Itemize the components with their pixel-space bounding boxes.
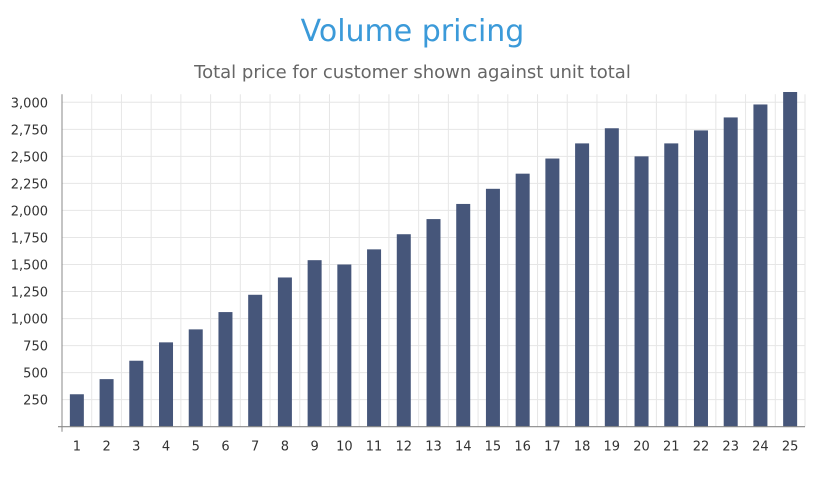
x-tick-label: 23 bbox=[722, 440, 739, 455]
y-tick-label: 3,000 bbox=[11, 96, 48, 111]
bar bbox=[188, 329, 203, 427]
bar bbox=[277, 277, 292, 427]
y-tick-label: 1,500 bbox=[11, 259, 48, 274]
chart-title: Volume pricing bbox=[300, 14, 525, 49]
y-tick-label: 1,000 bbox=[11, 313, 48, 328]
y-tick-label: 1,750 bbox=[11, 231, 48, 246]
x-tick-label: 1 bbox=[73, 440, 81, 455]
bar bbox=[248, 294, 263, 427]
y-tick-label: 500 bbox=[23, 367, 48, 382]
x-tick-label: 13 bbox=[425, 440, 442, 455]
bar bbox=[753, 104, 768, 427]
x-tick-label: 7 bbox=[251, 440, 259, 455]
bar bbox=[723, 117, 738, 427]
bar bbox=[545, 158, 560, 427]
bar bbox=[515, 173, 530, 427]
bar bbox=[604, 128, 619, 427]
y-tick-label: 750 bbox=[23, 340, 48, 355]
chart-subtitle: Total price for customer shown against u… bbox=[194, 62, 631, 83]
bar bbox=[485, 188, 500, 427]
bar bbox=[634, 156, 649, 427]
x-tick-label: 16 bbox=[514, 440, 531, 455]
bar bbox=[337, 264, 352, 427]
bar bbox=[575, 143, 590, 427]
x-tick-label: 21 bbox=[663, 440, 680, 455]
bar bbox=[367, 249, 382, 427]
y-tick-label: 2,750 bbox=[11, 123, 48, 138]
x-tick-label: 4 bbox=[162, 440, 170, 455]
x-tick-label: 14 bbox=[455, 440, 472, 455]
x-tick-label: 11 bbox=[366, 440, 383, 455]
y-tick-label: 2,000 bbox=[11, 204, 48, 219]
x-tick-label: 22 bbox=[693, 440, 710, 455]
x-tick-label: 6 bbox=[221, 440, 229, 455]
bar bbox=[426, 219, 441, 427]
y-tick-label: 2,250 bbox=[11, 177, 48, 192]
x-tick-label: 15 bbox=[485, 440, 502, 455]
bar bbox=[69, 394, 84, 427]
y-tick-label: 1,250 bbox=[11, 286, 48, 301]
x-tick-label: 19 bbox=[604, 440, 621, 455]
bar bbox=[159, 342, 174, 427]
y-tick-label: 250 bbox=[23, 394, 48, 409]
x-tick-label: 9 bbox=[310, 440, 318, 455]
x-tick-label: 20 bbox=[633, 440, 650, 455]
bar bbox=[693, 130, 708, 427]
x-tick-label: 8 bbox=[281, 440, 289, 455]
x-tick-label: 3 bbox=[132, 440, 140, 455]
bar bbox=[129, 360, 144, 427]
x-tick-label: 25 bbox=[782, 440, 799, 455]
x-tick-label: 17 bbox=[544, 440, 561, 455]
x-tick-label: 2 bbox=[102, 440, 110, 455]
x-tick-label: 10 bbox=[336, 440, 353, 455]
x-tick-label: 5 bbox=[192, 440, 200, 455]
x-tick-label: 18 bbox=[574, 440, 591, 455]
bar bbox=[664, 143, 679, 427]
bar bbox=[783, 92, 798, 427]
bar bbox=[99, 379, 114, 427]
bar bbox=[396, 234, 411, 427]
bar bbox=[307, 260, 322, 427]
y-tick-label: 2,500 bbox=[11, 150, 48, 165]
bar bbox=[218, 312, 233, 427]
x-tick-label: 12 bbox=[396, 440, 413, 455]
x-tick-label: 24 bbox=[752, 440, 769, 455]
bar bbox=[456, 203, 471, 427]
